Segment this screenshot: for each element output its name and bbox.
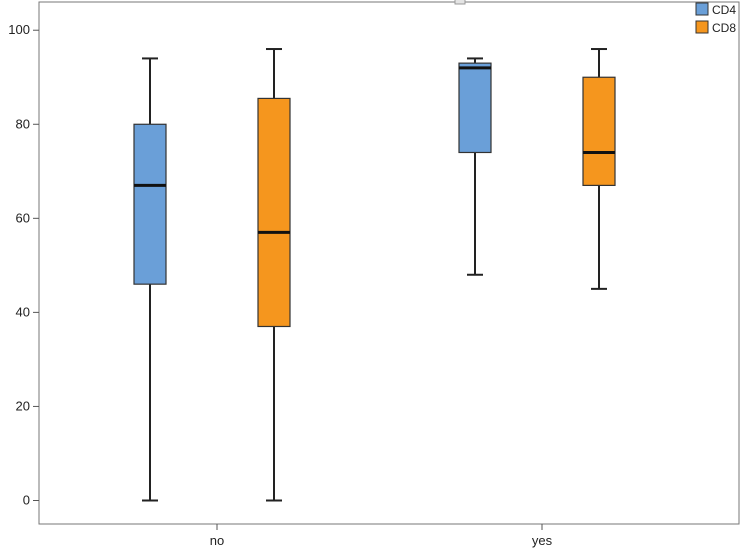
y-tick-label: 20 xyxy=(16,398,30,413)
box-cd8-no xyxy=(257,48,291,502)
box-iqr xyxy=(458,62,492,154)
box-cd4-yes xyxy=(458,57,492,276)
y-tick-label: 60 xyxy=(16,210,30,225)
box-iqr xyxy=(257,97,291,328)
legend-label: CD8 xyxy=(712,21,736,35)
box-cd4-no xyxy=(133,57,167,502)
legend-swatch xyxy=(695,2,709,16)
frame-marker xyxy=(454,0,466,5)
box-iqr xyxy=(582,76,616,187)
legend-swatch xyxy=(695,20,709,34)
y-tick-label: 0 xyxy=(23,492,30,507)
y-tick-label: 40 xyxy=(16,304,30,319)
box-cd8-yes xyxy=(582,48,616,290)
x-tick-label: yes xyxy=(532,533,553,548)
y-tick-label: 100 xyxy=(8,22,30,37)
x-axis: no yes xyxy=(210,524,553,548)
x-tick-label: no xyxy=(210,533,224,548)
box-iqr xyxy=(133,123,167,285)
legend-label: CD4 xyxy=(712,3,736,17)
y-tick-label: 80 xyxy=(16,116,30,131)
boxes-layer xyxy=(133,48,616,502)
y-axis: 0 20 40 60 80 100 xyxy=(8,22,39,507)
